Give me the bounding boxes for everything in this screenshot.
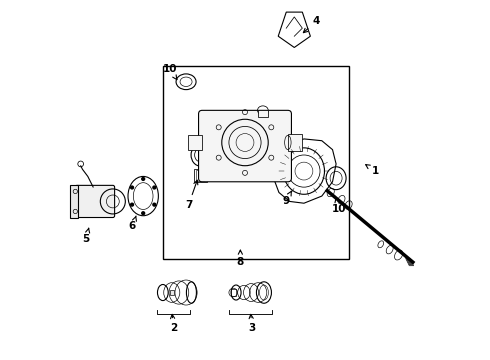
Text: 3: 3: [248, 314, 256, 333]
Circle shape: [131, 203, 133, 206]
Bar: [288, 134, 302, 152]
Bar: [258, 110, 268, 117]
Bar: [188, 135, 202, 150]
Bar: [163, 66, 348, 258]
Bar: [232, 161, 240, 174]
Circle shape: [142, 212, 145, 215]
Circle shape: [153, 203, 156, 206]
Text: 7: 7: [185, 180, 198, 210]
Bar: [194, 169, 207, 182]
Text: 10: 10: [163, 64, 177, 80]
Text: 1: 1: [366, 165, 379, 176]
FancyBboxPatch shape: [198, 111, 292, 182]
Text: 9: 9: [282, 191, 292, 206]
Circle shape: [142, 177, 145, 180]
Bar: [170, 290, 173, 296]
Circle shape: [153, 186, 156, 189]
Text: 6: 6: [129, 216, 136, 231]
Bar: [70, 185, 78, 217]
Text: 5: 5: [82, 228, 90, 244]
Text: 2: 2: [170, 314, 177, 333]
Bar: [196, 170, 204, 181]
Circle shape: [131, 186, 133, 189]
Text: 8: 8: [237, 250, 244, 267]
Text: 10: 10: [331, 198, 346, 213]
Text: 4: 4: [303, 16, 320, 33]
Bar: [218, 161, 226, 174]
FancyBboxPatch shape: [75, 185, 115, 217]
Bar: [231, 289, 236, 296]
